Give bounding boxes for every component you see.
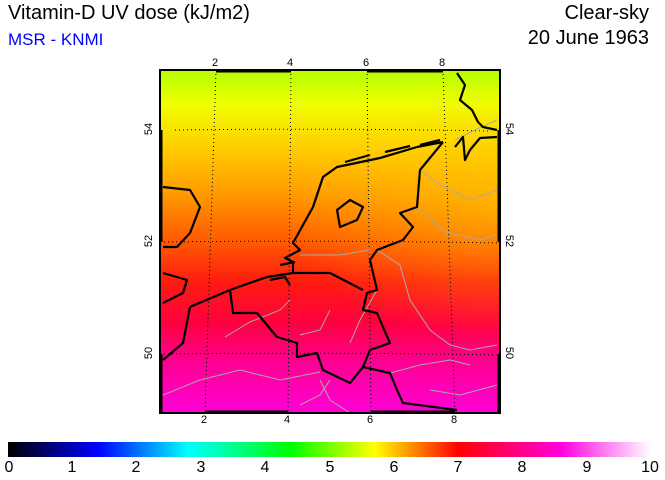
colorbar-label: 8 [517,459,527,476]
lat-tick-right: 54 [503,122,516,136]
danish-coast [456,72,498,132]
lon-tick-bottom: 2 [201,414,208,426]
lon-tick-bottom: 8 [451,414,458,426]
german-coast [454,135,498,162]
wadden-islands [344,138,441,164]
meridian-6 [366,69,372,414]
lat-tick-left: 54 [143,122,156,136]
colorbar-label: 2 [131,459,141,476]
nl-belgium-border [293,271,364,291]
figure-title: Vitamin-D UV dose (kJ/m2) [8,2,250,24]
lat-tick-left: 50 [143,346,156,360]
lon-tick-bottom: 4 [284,414,291,426]
parallel-54 [174,128,491,132]
france-coast [162,306,192,361]
colorbar-label: 3 [196,459,206,476]
lon-tick-top: 4 [287,57,294,69]
map-frame [159,69,501,414]
colorbar-label: 4 [260,459,270,476]
frame-ticks [159,69,501,414]
kent-coast [162,271,189,304]
meridian-8 [442,69,456,414]
parallel-50 [159,352,501,356]
colorbar-label: 5 [325,459,335,476]
colorbar-label: 10 [641,459,659,476]
england-coast [162,185,202,249]
source-label: MSR - KNMI [8,30,104,49]
parallel-52 [159,240,501,244]
lat-tick-left: 52 [143,234,156,248]
coastlines-and-borders [162,72,498,412]
belgium-holland-coast [189,140,444,309]
colorbar-label: 0 [4,459,14,476]
colorbar [8,442,651,457]
lon-tick-top: 6 [363,57,370,69]
lat-tick-right: 50 [503,346,516,360]
colorbar-label: 1 [67,459,77,476]
graticule [159,69,501,414]
belgium-france-border [228,289,364,385]
meridian-2 [204,69,217,414]
condition-label: Clear-sky [564,2,649,24]
colorbar-label: 7 [453,459,463,476]
colorbar-label: 9 [582,459,592,476]
lon-tick-top: 8 [439,57,446,69]
lon-tick-top: 2 [212,57,219,69]
lat-tick-right: 52 [503,234,516,248]
dutch-east-border [361,141,458,412]
lon-tick-bottom: 6 [367,414,374,426]
date-label: 20 June 1963 [527,27,649,49]
colorbar-label: 6 [389,459,399,476]
zeeland-islands [269,260,296,286]
internal-borders [162,119,498,414]
ijsselmeer [335,198,365,229]
